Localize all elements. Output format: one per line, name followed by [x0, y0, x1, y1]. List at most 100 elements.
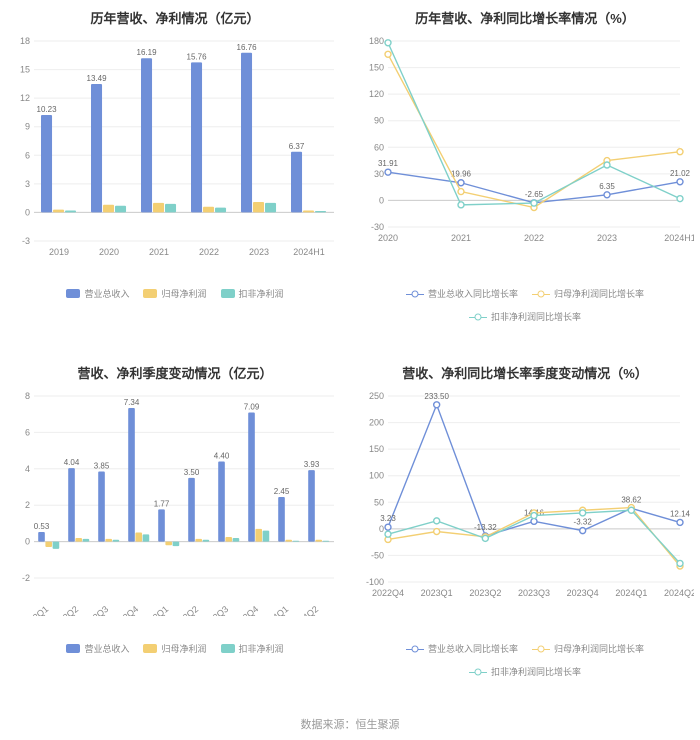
- legend-item: 扣非净利润: [221, 287, 284, 300]
- legend-swatch: [143, 644, 157, 653]
- svg-text:-100: -100: [366, 577, 384, 587]
- svg-text:180: 180: [369, 36, 384, 46]
- legend-item: 营业总收入同比增长率: [406, 287, 518, 300]
- svg-text:2022Q1: 2022Q1: [19, 604, 50, 616]
- svg-text:2022Q2: 2022Q2: [49, 604, 80, 616]
- legend-item: 营业总收入同比增长率: [406, 642, 518, 655]
- chart4-legend: 营业总收入同比增长率归母净利润同比增长率扣非净利润同比增长率: [354, 642, 696, 678]
- svg-text:2022Q3: 2022Q3: [79, 604, 110, 616]
- legend-marker: [406, 290, 424, 298]
- svg-text:2024H1: 2024H1: [664, 233, 694, 243]
- legend-marker: [469, 668, 487, 676]
- svg-text:6.37: 6.37: [289, 142, 305, 151]
- svg-text:1.77: 1.77: [154, 499, 170, 508]
- svg-text:2022: 2022: [199, 247, 219, 257]
- svg-text:2023Q4: 2023Q4: [229, 604, 260, 616]
- legend-item: 扣非净利润: [221, 642, 284, 655]
- svg-text:6.35: 6.35: [599, 182, 615, 191]
- legend-item: 归母净利润同比增长率: [532, 287, 644, 300]
- legend-marker: [532, 290, 550, 298]
- legend-label: 营业总收入: [84, 642, 129, 655]
- chart3-area: -2024680.534.043.857.341.773.504.407.092…: [4, 388, 346, 638]
- chart4-area: -100-500501001502002503.23233.50-13.3214…: [354, 388, 696, 638]
- svg-text:3: 3: [25, 179, 30, 189]
- chart2-area: -30030609012015018031.9119.96-2.656.3521…: [354, 33, 696, 283]
- svg-text:2023: 2023: [597, 233, 617, 243]
- legend-swatch: [221, 289, 235, 298]
- svg-text:2019: 2019: [49, 247, 69, 257]
- svg-text:2021: 2021: [149, 247, 169, 257]
- svg-text:120: 120: [369, 89, 384, 99]
- svg-text:2024Q2: 2024Q2: [664, 588, 694, 598]
- chart2-legend: 营业总收入同比增长率 归母净利润同比增长率扣非净利润同比增长率: [354, 287, 696, 323]
- svg-text:4.04: 4.04: [64, 458, 80, 467]
- svg-text:12.14: 12.14: [670, 509, 691, 518]
- chart3-title: 营收、净利季度变动情况（亿元）: [4, 363, 346, 382]
- svg-text:2021: 2021: [451, 233, 471, 243]
- svg-text:2024H1: 2024H1: [293, 247, 325, 257]
- svg-text:0.53: 0.53: [34, 522, 50, 531]
- svg-text:16.19: 16.19: [137, 48, 158, 57]
- svg-text:2022Q4: 2022Q4: [372, 588, 404, 598]
- legend-label: 归母净利润: [161, 287, 206, 300]
- svg-text:0: 0: [379, 524, 384, 534]
- legend-label: 归母净利润: [161, 642, 206, 655]
- svg-text:7.34: 7.34: [124, 398, 140, 407]
- legend-swatch: [221, 644, 235, 653]
- legend-item: 归母净利润同比增长率: [532, 642, 644, 655]
- svg-text:2022: 2022: [524, 233, 544, 243]
- legend-item: 营业总收入: [66, 287, 129, 300]
- svg-text:50: 50: [374, 497, 384, 507]
- legend-label: 扣非净利润同比增长率: [491, 310, 581, 323]
- svg-text:3.85: 3.85: [94, 462, 110, 471]
- svg-text:233.50: 233.50: [424, 392, 449, 401]
- svg-text:13.49: 13.49: [87, 74, 108, 83]
- svg-text:-30: -30: [371, 222, 384, 232]
- chart1-area: -3036912151810.2313.4916.1915.7616.766.3…: [4, 33, 346, 283]
- svg-text:16.76: 16.76: [237, 43, 258, 52]
- svg-text:90: 90: [374, 116, 384, 126]
- svg-text:2023Q3: 2023Q3: [199, 604, 230, 616]
- svg-text:38.62: 38.62: [621, 495, 642, 504]
- chart1-title: 历年营收、净利情况（亿元）: [4, 8, 346, 27]
- legend-item: 归母净利润: [143, 642, 206, 655]
- svg-text:12: 12: [20, 93, 30, 103]
- panel-2: 历年营收、净利同比增长率情况（%） -30030609012015018031.…: [350, 0, 700, 355]
- svg-text:250: 250: [369, 391, 384, 401]
- svg-text:2023Q1: 2023Q1: [139, 604, 170, 616]
- chart3-legend: 营业总收入 归母净利润 扣非净利润: [4, 642, 346, 655]
- legend-label: 扣非净利润: [239, 642, 284, 655]
- svg-text:2023Q2: 2023Q2: [469, 588, 501, 598]
- svg-text:0: 0: [379, 195, 384, 205]
- legend-marker: [532, 645, 550, 653]
- svg-text:6: 6: [25, 150, 30, 160]
- legend-swatch: [66, 289, 80, 298]
- svg-text:2024Q1: 2024Q1: [259, 604, 290, 616]
- svg-text:8: 8: [25, 391, 30, 401]
- legend-item: 归母净利润: [143, 287, 206, 300]
- svg-text:18: 18: [20, 36, 30, 46]
- legend-label: 归母净利润同比增长率: [554, 642, 644, 655]
- svg-text:30: 30: [374, 169, 384, 179]
- svg-text:-13.32: -13.32: [474, 523, 497, 532]
- legend-marker: [469, 313, 487, 321]
- legend-swatch: [143, 289, 157, 298]
- svg-text:3.23: 3.23: [380, 514, 396, 523]
- chart-grid: 历年营收、净利情况（亿元） -3036912151810.2313.4916.1…: [0, 0, 700, 710]
- svg-text:3.50: 3.50: [184, 468, 200, 477]
- svg-text:2024Q2: 2024Q2: [289, 604, 320, 616]
- legend-label: 营业总收入同比增长率: [428, 642, 518, 655]
- svg-text:2023Q2: 2023Q2: [169, 604, 200, 616]
- legend-label: 营业总收入同比增长率: [428, 287, 518, 300]
- panel-3: 营收、净利季度变动情况（亿元） -2024680.534.043.857.341…: [0, 355, 350, 710]
- legend-label: 归母净利润同比增长率: [554, 287, 644, 300]
- chart2-title: 历年营收、净利同比增长率情况（%）: [354, 8, 696, 27]
- svg-text:2023Q4: 2023Q4: [567, 588, 599, 598]
- svg-text:150: 150: [369, 444, 384, 454]
- legend-marker: [406, 645, 424, 653]
- svg-text:3.93: 3.93: [304, 460, 320, 469]
- svg-text:-2: -2: [22, 573, 30, 583]
- svg-text:-3: -3: [22, 236, 30, 246]
- chart4-title: 营收、净利同比增长率季度变动情况（%）: [354, 363, 696, 382]
- legend-item: 扣非净利润同比增长率: [469, 310, 581, 323]
